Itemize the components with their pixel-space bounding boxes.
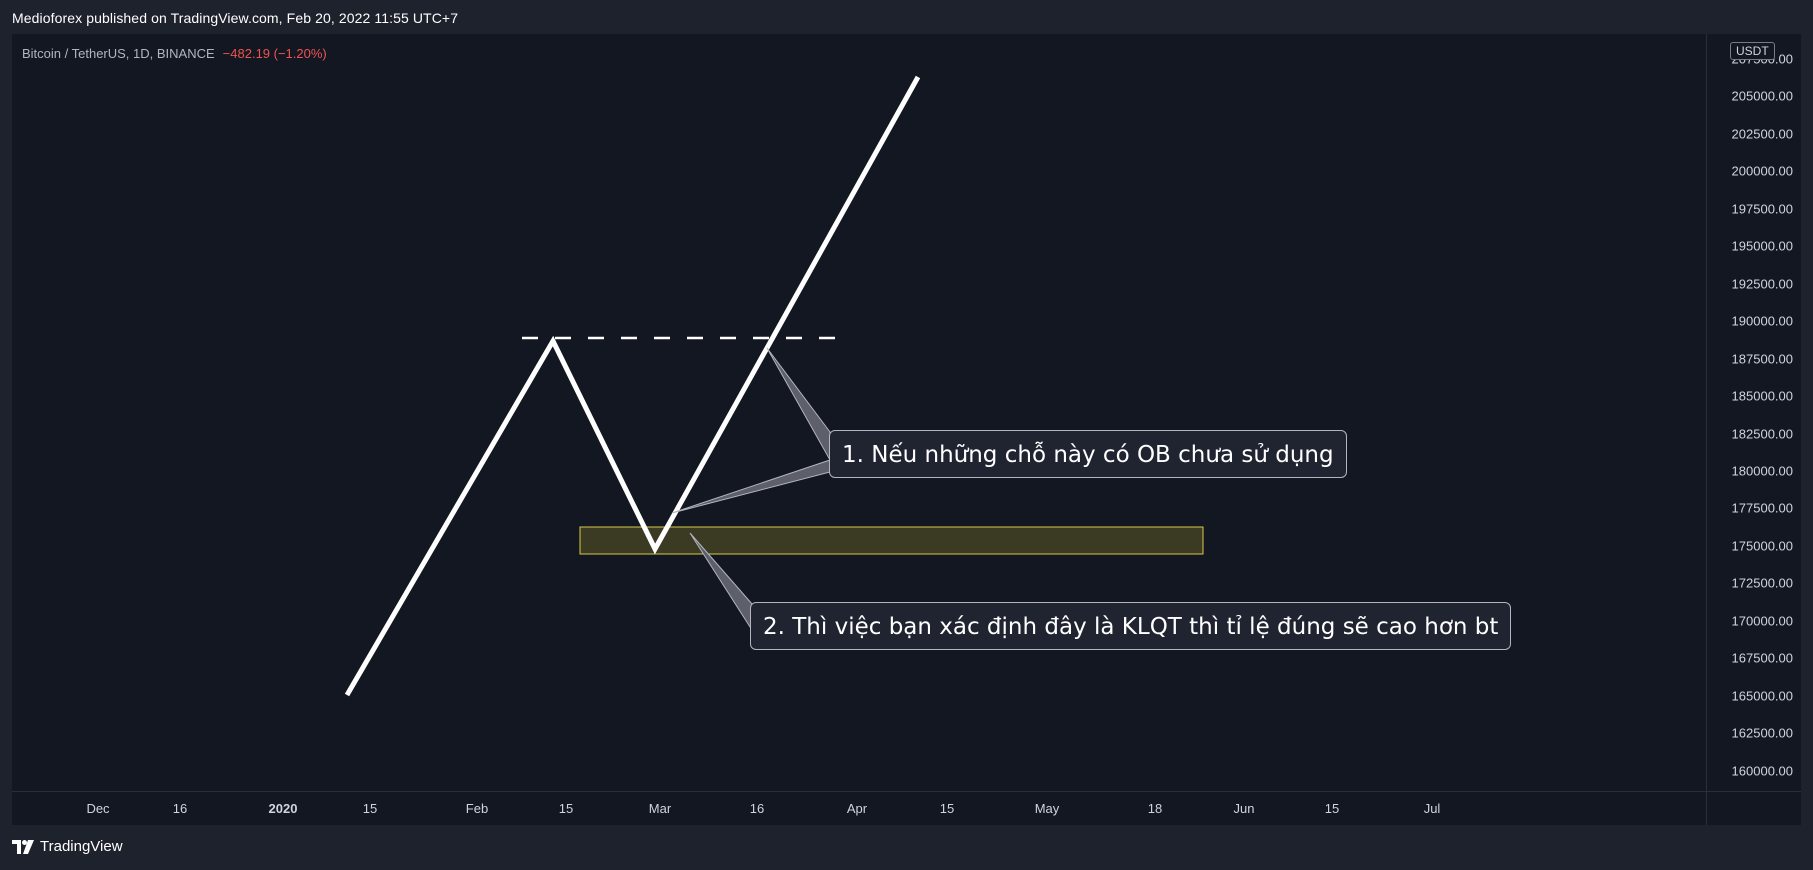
time-label: May: [1034, 801, 1060, 816]
time-label: Jun: [1233, 801, 1255, 816]
price-label: 202500.00: [1731, 126, 1793, 142]
price-label: 182500.00: [1731, 426, 1793, 441]
price-label: 180000.00: [1731, 463, 1793, 479]
time-label: 18: [1147, 801, 1163, 816]
brand-name: TradingView: [40, 838, 123, 855]
price-change: −482.19 (−1.20%): [222, 46, 327, 61]
price-label: 172500.00: [1731, 575, 1793, 591]
time-label: 15: [1324, 801, 1340, 816]
price-label: 200000.00: [1731, 163, 1793, 179]
time-label: Feb: [465, 801, 489, 816]
time-label: 16: [172, 801, 188, 816]
price-label: 205000.00: [1731, 88, 1793, 104]
symbol-name: Bitcoin / TetherUS, 1D, BINANCE: [22, 46, 215, 61]
time-label: 15: [362, 801, 378, 816]
price-label: 192500.00: [1731, 276, 1793, 292]
price-label: 160000.00: [1731, 763, 1793, 779]
header: Medioforex published on TradingView.com,…: [0, 0, 1813, 34]
price-axis[interactable]: 207500.00205000.00202500.00200000.001975…: [1706, 34, 1801, 791]
price-label: 197500.00: [1731, 201, 1793, 217]
callout-note-2[interactable]: 2. Thì việc bạn xác định đây là KLQT thì…: [750, 602, 1512, 650]
time-label: Dec: [86, 801, 110, 816]
demand-zone-rectangle[interactable]: [579, 526, 1204, 555]
axis-corner: [1706, 791, 1801, 825]
price-label: 177500.00: [1731, 500, 1793, 516]
footer: TradingView: [0, 825, 1813, 870]
price-label: 190000.00: [1731, 313, 1793, 329]
time-label: 15: [558, 801, 574, 816]
time-label: Mar: [648, 801, 672, 816]
price-path-line[interactable]: [344, 75, 921, 697]
time-label: Jul: [1423, 801, 1441, 816]
time-label: 16: [749, 801, 765, 816]
tradingview-logo[interactable]: TradingView: [12, 838, 123, 855]
price-label: 187500.00: [1731, 351, 1793, 367]
price-label: 185000.00: [1731, 388, 1793, 404]
tradingview-logo-icon: [12, 839, 34, 854]
price-label: 175000.00: [1731, 538, 1793, 554]
currency-badge[interactable]: USDT: [1730, 42, 1775, 60]
price-label: 165000.00: [1731, 688, 1793, 704]
callout1-pointer-lower: [671, 459, 831, 514]
callout1-pointer-upper: [766, 347, 831, 462]
price-label: 170000.00: [1731, 613, 1793, 629]
symbol-legend[interactable]: Bitcoin / TetherUS, 1D, BINANCE −482.19 (…: [22, 46, 327, 61]
time-label: 2020: [268, 801, 298, 816]
price-label: 162500.00: [1731, 725, 1793, 741]
price-label: 195000.00: [1731, 238, 1793, 254]
callout-note-1[interactable]: 1. Nếu những chỗ này có OB chưa sử dụng: [829, 430, 1347, 478]
time-axis[interactable]: Dec 16 2020 15 Feb 15 Mar 16 Apr 15 May 18 Jun 15 Jul: [12, 791, 1706, 825]
time-label: Apr: [846, 801, 868, 816]
time-label: 15: [939, 801, 955, 816]
chart-plot-area[interactable]: [12, 34, 1706, 791]
price-label: 167500.00: [1731, 650, 1793, 666]
publisher-info: Medioforex published on TradingView.com,…: [12, 10, 459, 26]
